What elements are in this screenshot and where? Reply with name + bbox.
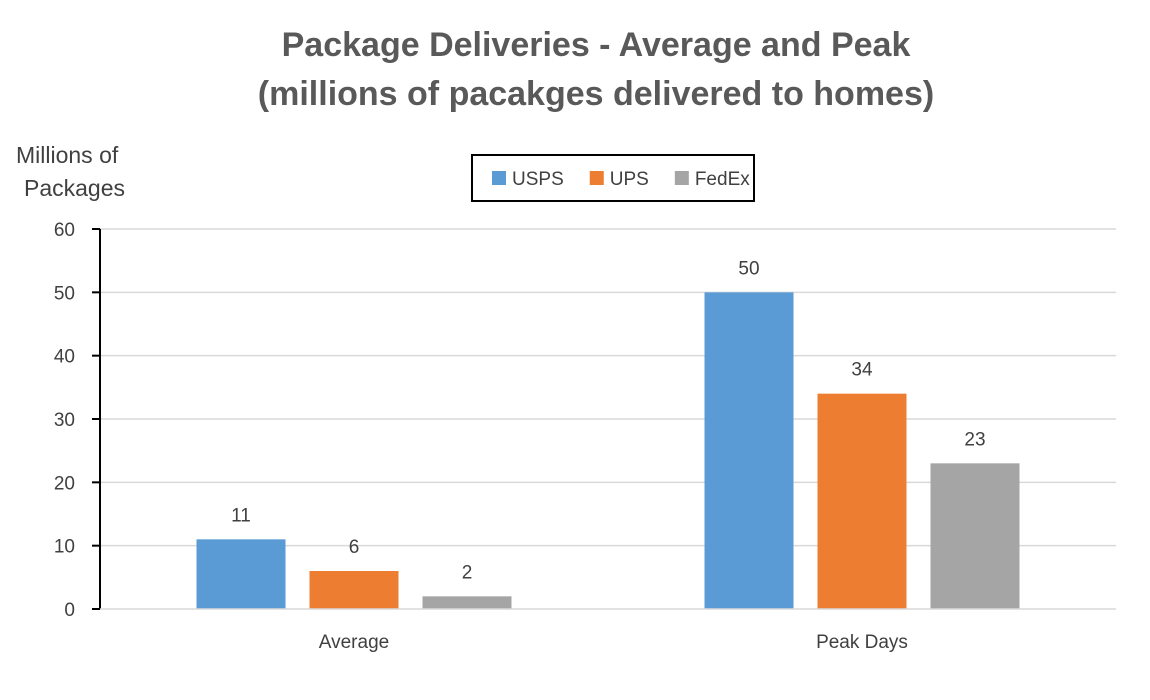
y-axis-label-line2: Packages	[24, 175, 125, 201]
data-label: 6	[349, 537, 360, 558]
y-tick-label: 30	[54, 410, 75, 431]
data-label: 2	[462, 562, 473, 583]
y-tick-label: 20	[54, 473, 75, 494]
legend-box	[471, 154, 755, 202]
legend-swatch-fedex	[674, 171, 689, 185]
chart-title-line1: Package Deliveries - Average and Peak	[282, 26, 911, 64]
y-ticks: 0 10 20 30 40 50 60	[54, 220, 100, 621]
y-tick-label: 0	[64, 600, 75, 621]
data-label: 23	[964, 429, 985, 450]
bar-fedex-average	[422, 596, 512, 609]
bar-usps-peak-days	[704, 292, 794, 609]
bar-fedex-peak-days	[930, 463, 1020, 609]
bar-ups-peak-days	[817, 393, 907, 609]
data-label: 50	[738, 258, 759, 279]
x-categories: Average Peak Days	[319, 632, 908, 653]
legend-swatch-usps	[492, 171, 506, 185]
legend: USPS UPS FedEx	[471, 154, 755, 202]
legend-label-usps: USPS	[512, 169, 564, 190]
y-tick-label: 40	[54, 347, 75, 368]
data-labels: 11 6 2 50 34 23	[231, 258, 985, 583]
chart-title-line2: (millions of pacakges delivered to homes…	[258, 75, 934, 113]
bar-ups-average	[309, 571, 399, 609]
bars	[196, 292, 1020, 609]
y-tick-label: 50	[54, 283, 75, 304]
legend-swatch-ups	[589, 171, 604, 185]
data-label: 11	[231, 505, 251, 526]
x-category-label: Average	[319, 632, 389, 653]
data-label: 34	[851, 360, 873, 381]
legend-label-ups: UPS	[610, 169, 649, 190]
y-tick-label: 10	[54, 537, 75, 558]
x-category-label: Peak Days	[816, 632, 908, 653]
bar-usps-average	[196, 539, 286, 609]
y-tick-label: 60	[54, 220, 75, 241]
y-axis-label-line1: Millions of	[16, 142, 119, 168]
legend-label-fedex: FedEx	[695, 169, 750, 190]
